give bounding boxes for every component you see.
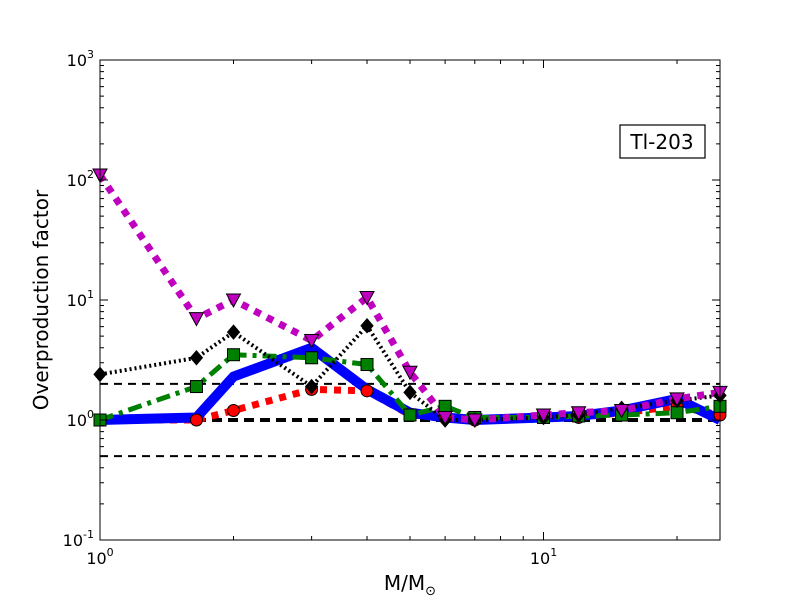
x-axis-title: M/M⊙ xyxy=(384,571,436,599)
y-tick-label: 103 xyxy=(67,48,94,70)
y-tick-label: 10-1 xyxy=(63,528,94,550)
data-point xyxy=(189,413,203,427)
data-point xyxy=(360,358,374,372)
data-point xyxy=(305,351,319,365)
data-point xyxy=(226,324,241,340)
y-tick-label: 102 xyxy=(67,168,94,190)
annotation-label: Tl-203 xyxy=(629,130,693,154)
data-point xyxy=(225,293,242,309)
x-axis-title-subscript: ⊙ xyxy=(425,584,436,599)
data-point xyxy=(227,348,241,362)
data-point xyxy=(359,290,375,306)
annotation-box: Tl-203 xyxy=(619,124,706,159)
plot-background xyxy=(100,60,720,540)
data-point xyxy=(360,317,374,334)
series-markers xyxy=(92,168,728,429)
data-point xyxy=(466,413,483,429)
data-point xyxy=(303,333,320,349)
data-point xyxy=(227,403,241,417)
data-point xyxy=(438,399,452,413)
data-point xyxy=(360,384,374,398)
data-point xyxy=(189,350,204,366)
x-tick-label: 101 xyxy=(530,546,557,568)
data-point xyxy=(613,403,630,419)
axis-ticks xyxy=(99,59,720,541)
data-point xyxy=(403,408,417,422)
x-tick-label: 100 xyxy=(86,546,113,568)
x-axis-title-main: M/M xyxy=(384,571,425,595)
data-point xyxy=(403,384,417,401)
y-tick-label: 100 xyxy=(67,408,94,430)
data-point xyxy=(535,408,552,424)
data-point xyxy=(670,406,684,420)
data-point xyxy=(570,406,587,421)
data-point xyxy=(304,378,319,395)
data-point xyxy=(437,410,453,426)
data-point xyxy=(189,380,203,394)
data-point xyxy=(188,312,205,327)
data-point xyxy=(402,365,418,381)
y-axis-title: Overproduction factor xyxy=(29,189,53,410)
y-tick-label: 101 xyxy=(67,288,94,310)
annotation-frame xyxy=(619,124,706,159)
data-point xyxy=(669,392,685,407)
